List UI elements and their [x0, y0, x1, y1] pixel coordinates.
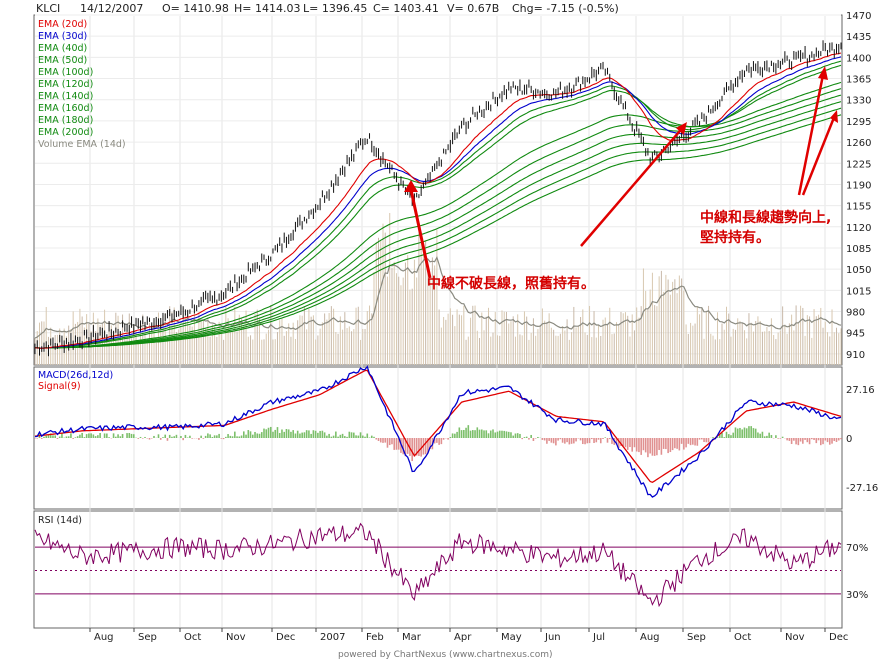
price-legend-item: EMA (160d) — [38, 103, 93, 114]
rsi-line — [34, 522, 842, 608]
macd-tick-label: 0 — [846, 434, 852, 445]
arrowhead-icon — [818, 66, 828, 80]
axis-labels: 1470 1435 1400 1365 1330 1295 1260 1225 1190 1155… — [89, 11, 878, 643]
ema-50-line — [35, 64, 842, 349]
price-tick-label: 910 — [846, 350, 865, 361]
macd-line — [34, 365, 842, 498]
price-tick-label: 1120 — [846, 223, 871, 234]
rsi-panel — [33, 510, 843, 629]
price-bars — [34, 40, 842, 357]
ema-200-line — [35, 114, 842, 349]
open-value: O= 1410.98 — [162, 2, 229, 15]
rsi-legend-item: RSI (14d) — [38, 515, 82, 526]
ema-20-line — [34, 52, 842, 349]
x-tick-label: Aug — [94, 632, 114, 643]
x-tick-label: 2007 — [320, 632, 345, 643]
price-legend-item: EMA (100d) — [38, 67, 93, 78]
x-tick-label: Oct — [184, 632, 201, 643]
ema-100-line — [35, 81, 842, 349]
macd-legend-item: Signal(9) — [38, 381, 81, 392]
symbol: KLCI — [36, 2, 60, 15]
macd-tick-label: 27.16 — [846, 385, 875, 396]
annotation-arrow-1 — [408, 184, 432, 279]
ema-lines — [34, 52, 842, 349]
price-legend-item: EMA (200d) — [38, 127, 93, 138]
price-tick-label: 1295 — [846, 117, 871, 128]
ema-40-line — [35, 60, 842, 349]
macd-layer — [34, 365, 842, 498]
price-tick-label: 1190 — [846, 180, 871, 191]
price-legend-item: EMA (40d) — [38, 43, 87, 54]
price-tick-label: 1015 — [846, 286, 871, 297]
x-tick-label: Feb — [366, 632, 384, 643]
annotation-text-2b: 堅持持有。 — [700, 229, 770, 246]
price-legend-item: EMA (140d) — [38, 91, 93, 102]
price-tick-label: 1050 — [846, 265, 871, 276]
annotation-text-2a: 中線和長線趨勢向上, — [700, 209, 831, 226]
macd-panel — [33, 366, 843, 510]
price-tick-label: 1155 — [846, 202, 871, 213]
price-panel — [33, 14, 843, 366]
price-tick-label: 1400 — [846, 53, 871, 64]
price-tick-label: 1225 — [846, 159, 871, 170]
x-tick-label: Dec — [829, 632, 848, 643]
x-tick-label: Jun — [544, 632, 561, 643]
volume-bars — [34, 212, 842, 365]
x-tick-label: Sep — [687, 632, 706, 643]
header: KLCI 14/12/2007 O= 1410.98 H= 1414.03 L=… — [36, 2, 619, 15]
x-tick-label: Nov — [785, 632, 805, 643]
ema-120-line — [35, 88, 842, 349]
legends: EMA (20d)EMA (30d)EMA (40d)EMA (50d)EMA … — [38, 19, 126, 526]
high-value: H= 1414.03 — [234, 2, 300, 15]
annotation-arrow-4 — [801, 114, 837, 196]
x-tick-label: May — [501, 632, 522, 643]
annotation-text-1: 中線不破長線，照舊持有。 — [427, 275, 595, 292]
x-tick-label: Sep — [138, 632, 157, 643]
annotations: 中線不破長線，照舊持有。 中線和長線趨勢向上, 堅持持有。 — [404, 66, 838, 292]
annotation-arrow-3 — [797, 69, 826, 196]
change-value: Chg= -7.15 (-0.5%) — [512, 2, 619, 15]
price-legend-item: EMA (30d) — [38, 31, 87, 42]
arrowhead-icon — [404, 180, 418, 192]
price-tick-label: 1470 — [846, 11, 871, 22]
price-legend-item: EMA (50d) — [38, 55, 87, 66]
ema-140-line — [35, 94, 842, 349]
ema-160-line — [35, 101, 842, 349]
low-value: L= 1396.45 — [303, 2, 367, 15]
annotation-arrow-2 — [580, 124, 686, 247]
arrowhead-icon — [676, 122, 687, 135]
macd-tick-label: -27.16 — [846, 483, 878, 494]
x-tick-label: Nov — [226, 632, 246, 643]
x-tick-label: Jul — [592, 632, 605, 643]
price-legend-item: Volume EMA (14d) — [38, 139, 126, 150]
footer: powered by ChartNexus (www.chartnexus.co… — [338, 650, 552, 660]
price-tick-label: 1260 — [846, 138, 871, 149]
x-tick-label: Apr — [454, 632, 472, 643]
rsi-tick-label: 30% — [846, 590, 868, 601]
price-legend-item: EMA (20d) — [38, 19, 87, 30]
x-tick-label: Dec — [276, 632, 295, 643]
price-tick-label: 1435 — [846, 32, 871, 43]
arrowhead-icon — [830, 110, 838, 123]
close-value: C= 1403.41 — [373, 2, 439, 15]
price-legend-item: EMA (180d) — [38, 115, 93, 126]
volume-value: V= 0.67B — [447, 2, 499, 15]
x-tick-label: Aug — [640, 632, 660, 643]
price-tick-label: 1365 — [846, 75, 871, 86]
signal-line — [34, 369, 842, 484]
price-tick-label: 1085 — [846, 244, 871, 255]
macd-legend-item: MACD(26d,12d) — [38, 370, 113, 381]
rsi-tick-label: 70% — [846, 543, 868, 554]
x-tick-label: Oct — [734, 632, 751, 643]
price-tick-label: 1330 — [846, 96, 871, 107]
rsi-layer — [34, 522, 842, 608]
date: 14/12/2007 — [80, 2, 143, 15]
price-tick-label: 945 — [846, 329, 865, 340]
ema-180-line — [35, 107, 842, 349]
price-tick-label: 980 — [846, 308, 865, 319]
price-legend-item: EMA (120d) — [38, 79, 93, 90]
x-tick-label: Mar — [402, 632, 422, 643]
